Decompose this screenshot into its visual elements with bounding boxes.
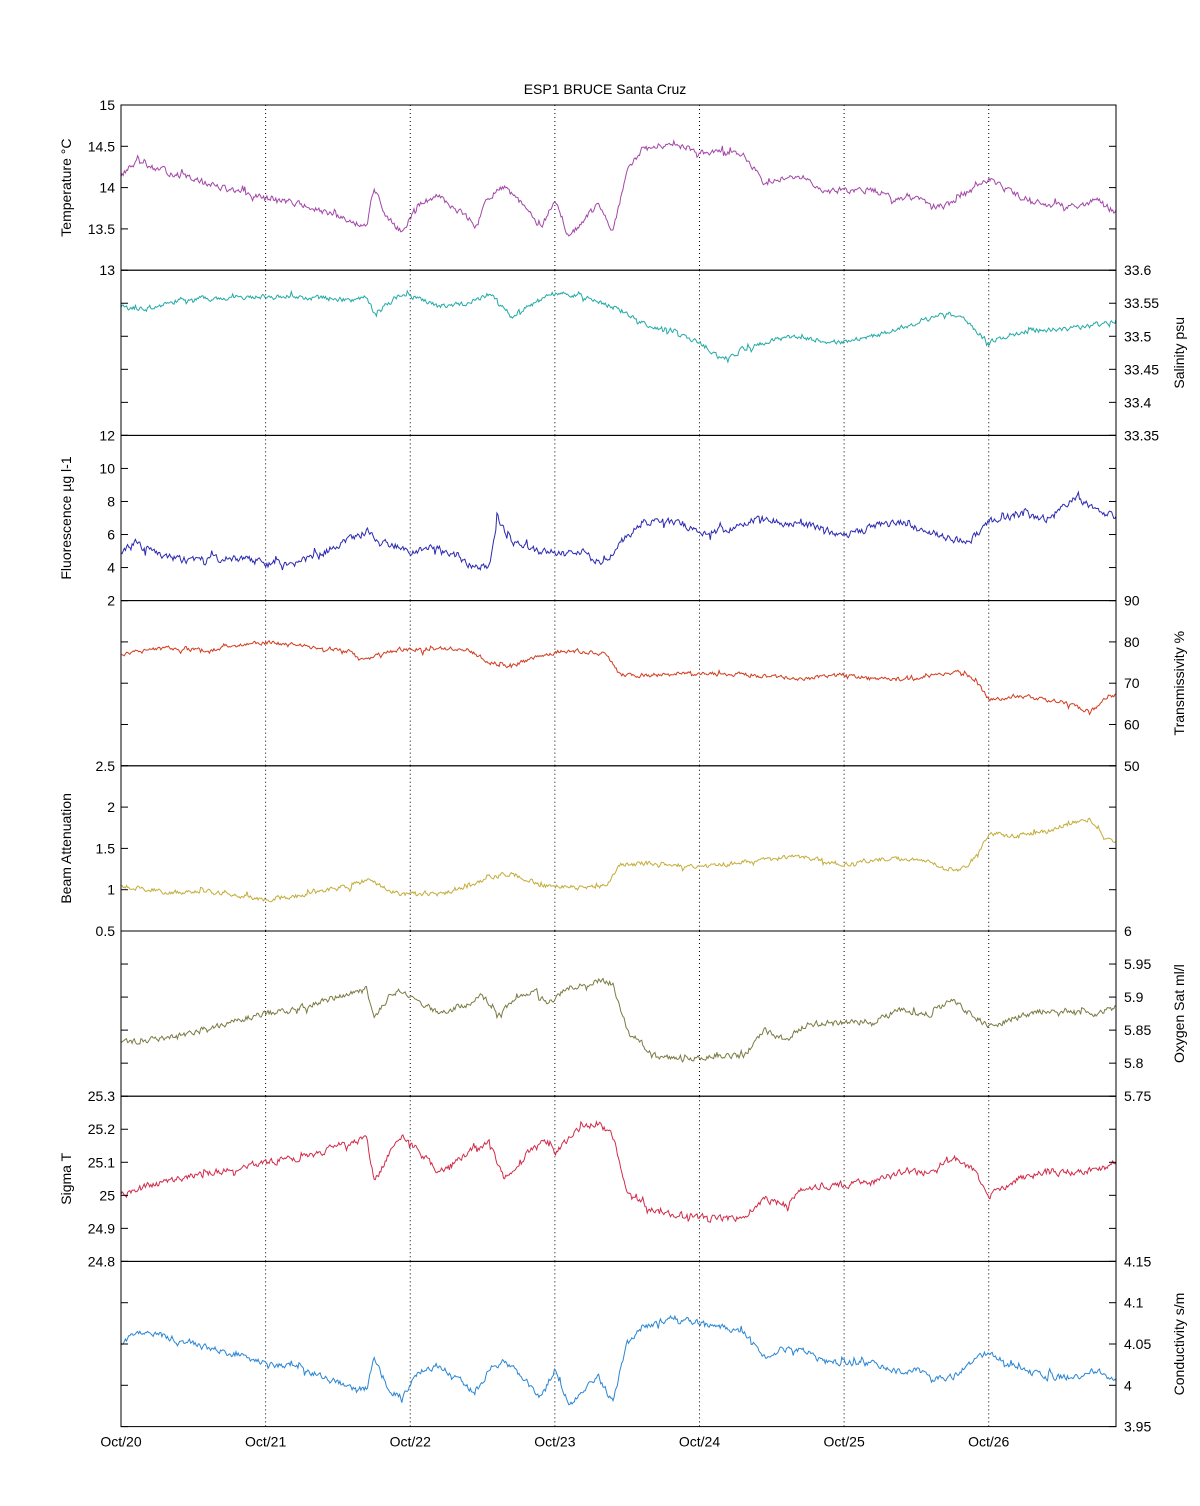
ytick-label-beam-attenuation-2: 1.5	[96, 840, 116, 856]
ytick-label-temperature-2: 14	[99, 180, 115, 196]
series-line-sigma-t	[120, 1119, 1117, 1223]
ytick-label-sigma-t-3: 25.1	[88, 1154, 115, 1170]
ytick-label-transmissivity-2: 70	[1124, 675, 1140, 691]
panel-oxygen-sat: 5.75 5.8 5.85 5.9 5.95 6 Oxygen Sat ml/l	[120, 923, 1187, 1104]
series-line-salinity	[120, 289, 1117, 364]
ytick-label-salinity-2: 33.45	[1124, 361, 1159, 377]
ytick-label-transmissivity-1: 60	[1124, 717, 1140, 733]
xtick-label-6: Oct/26	[968, 1434, 1009, 1450]
ytick-label-transmissivity-3: 80	[1124, 634, 1140, 650]
ytick-label-sigma-t-4: 25.2	[88, 1121, 115, 1137]
ytick-label-temperature-1: 13.5	[88, 221, 115, 237]
ytick-label-salinity-1: 33.4	[1124, 394, 1151, 410]
ytick-label-sigma-t-0: 24.8	[88, 1253, 115, 1269]
series-line-oxygen-sat	[120, 977, 1117, 1063]
xtick-label-4: Oct/24	[679, 1434, 720, 1450]
ylabel-transmissivity: Transmissivity %	[1171, 631, 1187, 736]
ytick-label-temperature-3: 14.5	[88, 138, 115, 154]
ylabel-sigma-t: Sigma T	[58, 1152, 74, 1204]
xtick-label-2: Oct/22	[390, 1434, 431, 1450]
ytick-label-oxygen-sat-2: 5.85	[1124, 1022, 1151, 1038]
ytick-label-salinity-4: 33.55	[1124, 295, 1159, 311]
ytick-label-fluorescence-2: 6	[107, 527, 115, 543]
ytick-label-oxygen-sat-5: 6	[1124, 923, 1132, 939]
series-line-fluorescence	[120, 490, 1117, 572]
ytick-label-beam-attenuation-0: 0.5	[96, 923, 116, 939]
ytick-label-temperature-4: 15	[99, 97, 115, 113]
ylabel-fluorescence: Fluorescence µg l-1	[58, 456, 74, 579]
ytick-label-transmissivity-0: 50	[1124, 758, 1140, 774]
chart-title: ESP1 BRUCE Santa Cruz	[524, 81, 687, 97]
xtick-label-0: Oct/20	[100, 1434, 141, 1450]
ylabel-temperature: Temperature °C	[58, 138, 74, 236]
xtick-label-1: Oct/21	[245, 1434, 286, 1450]
ytick-label-fluorescence-3: 8	[107, 493, 115, 509]
ytick-label-conductivity-1: 4	[1124, 1377, 1132, 1393]
ytick-label-conductivity-3: 4.1	[1124, 1295, 1144, 1311]
ytick-label-salinity-0: 33.35	[1124, 427, 1159, 443]
ytick-label-sigma-t-5: 25.3	[88, 1088, 115, 1104]
ytick-label-sigma-t-2: 25	[99, 1187, 115, 1203]
ytick-label-transmissivity-4: 90	[1124, 593, 1140, 609]
ylabel-beam-attenuation: Beam Attenuation	[58, 793, 74, 904]
ylabel-conductivity: Conductivity s/m	[1171, 1293, 1187, 1396]
ytick-label-oxygen-sat-3: 5.9	[1124, 989, 1144, 1005]
series-line-conductivity	[120, 1314, 1117, 1406]
ytick-label-sigma-t-1: 24.9	[88, 1220, 115, 1236]
xtick-label-3: Oct/23	[534, 1434, 575, 1450]
ytick-label-beam-attenuation-1: 1	[107, 882, 115, 898]
ytick-label-fluorescence-4: 10	[99, 460, 115, 476]
ytick-label-beam-attenuation-4: 2.5	[96, 758, 116, 774]
ytick-label-oxygen-sat-0: 5.75	[1124, 1088, 1151, 1104]
ytick-label-fluorescence-0: 2	[107, 593, 115, 609]
series-line-beam-attenuation	[121, 817, 1117, 903]
ytick-label-salinity-5: 33.6	[1124, 262, 1151, 278]
ytick-label-fluorescence-1: 4	[107, 560, 115, 576]
x-axis-ticks: Oct/20 Oct/21 Oct/22 Oct/23 Oct/24 Oct/25 Oct/…	[100, 1434, 1009, 1450]
xtick-label-5: Oct/25	[823, 1434, 864, 1450]
ytick-label-conductivity-0: 3.95	[1124, 1419, 1151, 1435]
ytick-label-fluorescence-5: 12	[99, 427, 115, 443]
ylabel-salinity: Salinity psu	[1171, 317, 1187, 389]
ytick-label-salinity-3: 33.5	[1124, 328, 1151, 344]
ytick-label-conductivity-4: 4.15	[1124, 1253, 1151, 1269]
ytick-label-temperature-0: 13	[99, 262, 115, 278]
ytick-label-conductivity-2: 4.05	[1124, 1336, 1151, 1352]
ytick-label-oxygen-sat-4: 5.95	[1124, 956, 1151, 972]
series-line-transmissivity	[120, 639, 1117, 716]
series-line-temperature	[120, 138, 1117, 237]
ytick-label-beam-attenuation-3: 2	[107, 799, 115, 815]
ylabel-oxygen-sat: Oxygen Sat ml/l	[1171, 964, 1187, 1063]
ytick-label-oxygen-sat-1: 5.8	[1124, 1055, 1144, 1071]
panel-conductivity: 3.95 4 4.05 4.1 4.15 Conductivity s/m	[120, 1253, 1187, 1435]
